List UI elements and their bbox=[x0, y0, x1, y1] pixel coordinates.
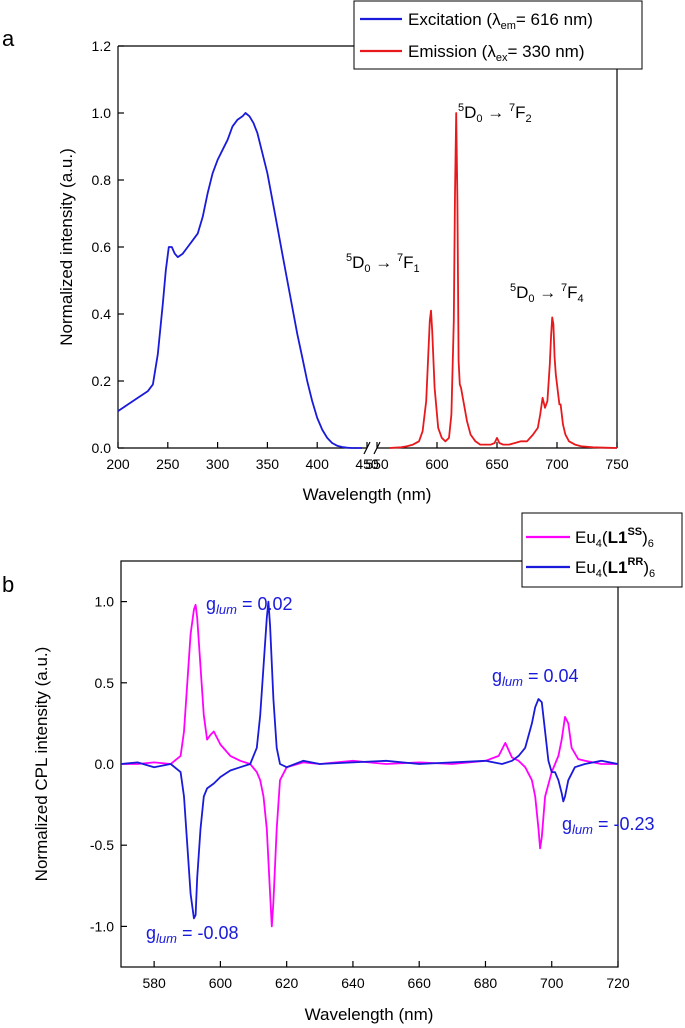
panel-b-x-tick-label: 600 bbox=[209, 975, 233, 991]
annotation-glum-0.02: glum = 0.02 bbox=[206, 594, 293, 617]
panel-a-axes bbox=[117, 45, 618, 455]
panel-b-series bbox=[120, 600, 619, 928]
panel-b-y-tick-label: 1.0 bbox=[95, 594, 115, 610]
panel-b-y-tick-label: -1.0 bbox=[90, 918, 114, 934]
panel-a-y-tick-label: 0.8 bbox=[92, 172, 112, 188]
panel-b-x-tick-label: 660 bbox=[408, 975, 432, 991]
panel-b-x-ticks: 580 600 620 640 660 680 700 720 bbox=[142, 961, 630, 991]
panel-b-x-tick-label: 640 bbox=[341, 975, 365, 991]
panel-a: a 0.0 0.2 0.4 0.6 0.8 1.0 1.2 200 250 300 350 400 4… bbox=[2, 0, 643, 504]
panel-a-y-tick-label: 0.0 bbox=[92, 440, 112, 456]
legend-label-emission: Emission (λex= 330 nm) bbox=[408, 42, 585, 64]
series-line-l1rr bbox=[120, 600, 619, 920]
panel-a-y-tick-label: 0.4 bbox=[92, 306, 112, 322]
panel-b-x-tick-label: 620 bbox=[275, 975, 299, 991]
series-line-l1ss bbox=[121, 603, 618, 928]
panel-a-x-tick-label: 350 bbox=[256, 456, 280, 472]
panel-b-y-axis-label: Normalized CPL intensity (a.u.) bbox=[32, 647, 51, 882]
legend-label-l1ss: Eu4(L1SS)6 bbox=[575, 526, 654, 550]
panel-b-x-tick-label: 720 bbox=[606, 975, 630, 991]
panel-b-x-tick-label: 680 bbox=[474, 975, 498, 991]
panel-b-y-ticks: -1.0 -0.5 0.0 0.5 1.0 bbox=[90, 594, 127, 934]
panel-a-x-tick-label: 300 bbox=[206, 456, 230, 472]
panel-a-x-tick-label: 200 bbox=[106, 456, 130, 472]
series-line-excitation bbox=[117, 112, 362, 449]
panel-b-y-tick-label: -0.5 bbox=[90, 837, 114, 853]
panel-a-series bbox=[117, 112, 618, 449]
legend-label-excitation: Excitation (λem= 616 nm) bbox=[408, 10, 593, 32]
panel-b-legend: Eu4(L1SS)6 Eu4(L1RR)6 bbox=[521, 512, 683, 588]
panel-b-label: b bbox=[2, 572, 14, 597]
series-line-emission bbox=[388, 112, 618, 449]
panel-a-x-tick-label: 400 bbox=[306, 456, 330, 472]
panel-b-y-tick-label: 0.5 bbox=[95, 675, 115, 691]
panel-b-y-tick-label: 0.0 bbox=[95, 756, 115, 772]
panel-a-x-axis-label: Wavelength (nm) bbox=[303, 485, 432, 504]
panel-a-legend-box bbox=[353, 0, 643, 70]
panel-a-x-tick-label: 750 bbox=[605, 456, 629, 472]
panel-a-y-axis-label: Normalized intensity (a.u.) bbox=[57, 148, 76, 345]
panel-a-x-tick-label: 450 bbox=[355, 456, 379, 472]
annotation-glum--0.23: glum = -0.23 bbox=[562, 814, 655, 837]
panel-b-legend-box bbox=[521, 512, 683, 588]
panel-a-legend: Excitation (λem= 616 nm) Emission (λex= … bbox=[353, 0, 643, 70]
panel-b-x-tick-label: 580 bbox=[142, 975, 166, 991]
panel-a-y-tick-label: 1.2 bbox=[92, 38, 112, 54]
panel-a-x-tick-label: 650 bbox=[485, 456, 509, 472]
panel-a-y-ticks: 0.0 0.2 0.4 0.6 0.8 1.0 1.2 bbox=[92, 38, 124, 456]
panel-a-y-tick-label: 1.0 bbox=[92, 105, 112, 121]
panel-a-y-tick-label: 0.6 bbox=[92, 239, 112, 255]
panel-a-x-tick-label: 600 bbox=[425, 456, 449, 472]
annotation-glum-0.04: glum = 0.04 bbox=[492, 666, 579, 689]
panel-a-y-tick-label: 0.2 bbox=[92, 373, 112, 389]
panel-a-x-tick-label: 550 bbox=[365, 456, 389, 472]
panel-a-label: a bbox=[2, 26, 15, 51]
panel-a-x-tick-label: 700 bbox=[545, 456, 569, 472]
panel-b-x-tick-label: 700 bbox=[540, 975, 564, 991]
legend-label-l1rr: Eu4(L1RR)6 bbox=[575, 556, 655, 580]
panel-b-x-axis-label: Wavelength (nm) bbox=[305, 1005, 434, 1024]
annotation-5d0-7f4: 5D0 → 7F4 bbox=[510, 282, 584, 305]
annotation-5d0-7f2: 5D0 → 7F2 bbox=[458, 102, 532, 125]
panel-a-x-tick-label: 250 bbox=[156, 456, 180, 472]
panel-b: b -1.0 -0.5 0.0 0.5 1.0 580 600 620 640 660 680 70… bbox=[2, 512, 683, 1024]
annotation-glum--0.08: glum = -0.08 bbox=[146, 923, 239, 946]
annotation-5d0-7f1: 5D0 → 7F1 bbox=[346, 252, 420, 275]
